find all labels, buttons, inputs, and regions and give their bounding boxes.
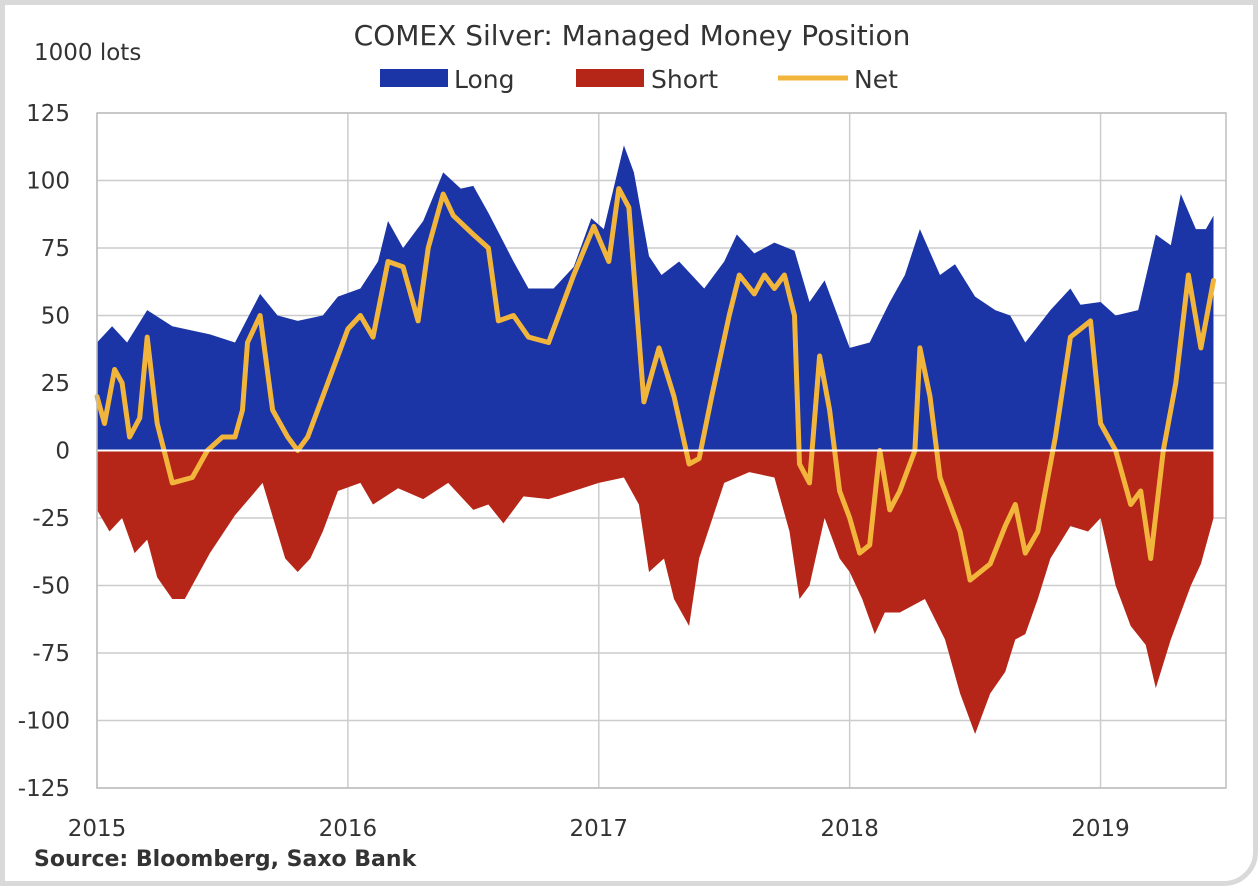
series-line-net — [94, 186, 1216, 583]
y-tick-label: -100 — [18, 709, 70, 735]
legend-swatch-long — [380, 69, 448, 87]
x-tick-label: 2018 — [820, 816, 879, 842]
legend-swatch-short — [576, 69, 644, 87]
y-tick-label: 25 — [41, 371, 70, 397]
y-axis-unit-label: 1000 lots — [34, 40, 141, 66]
legend: Long Short Net — [380, 65, 898, 94]
y-tick-label: 0 — [55, 439, 70, 465]
plot-border — [96, 112, 1227, 789]
axis-labels: 125 100 75 50 25 0 -25 -50 -75 -100 -125 2015 2016 20… — [18, 101, 1130, 842]
legend-label-short: Short — [651, 65, 718, 94]
x-tick-label: 2015 — [68, 816, 127, 842]
legend-label-long: Long — [454, 65, 515, 94]
x-tick-label: 2016 — [319, 816, 378, 842]
y-tick-label: 100 — [26, 169, 70, 195]
y-tick-label: -50 — [32, 574, 70, 600]
y-tick-label: -125 — [18, 776, 70, 802]
source-note: Source: Bloomberg, Saxo Bank — [34, 847, 418, 872]
series-area-long — [97, 145, 1214, 451]
y-tick-label: -25 — [32, 506, 70, 532]
y-tick-label: 75 — [41, 236, 70, 262]
legend-label-net: Net — [854, 65, 898, 94]
x-tick-label: 2019 — [1071, 816, 1130, 842]
y-tick-label: 125 — [26, 101, 70, 127]
series-area-short — [97, 450, 1214, 734]
y-tick-label: -75 — [32, 641, 70, 667]
y-tick-label: 50 — [41, 304, 70, 330]
data-series — [94, 145, 1216, 734]
chart-title: COMEX Silver: Managed Money Position — [354, 19, 911, 52]
x-tick-label: 2017 — [570, 816, 629, 842]
